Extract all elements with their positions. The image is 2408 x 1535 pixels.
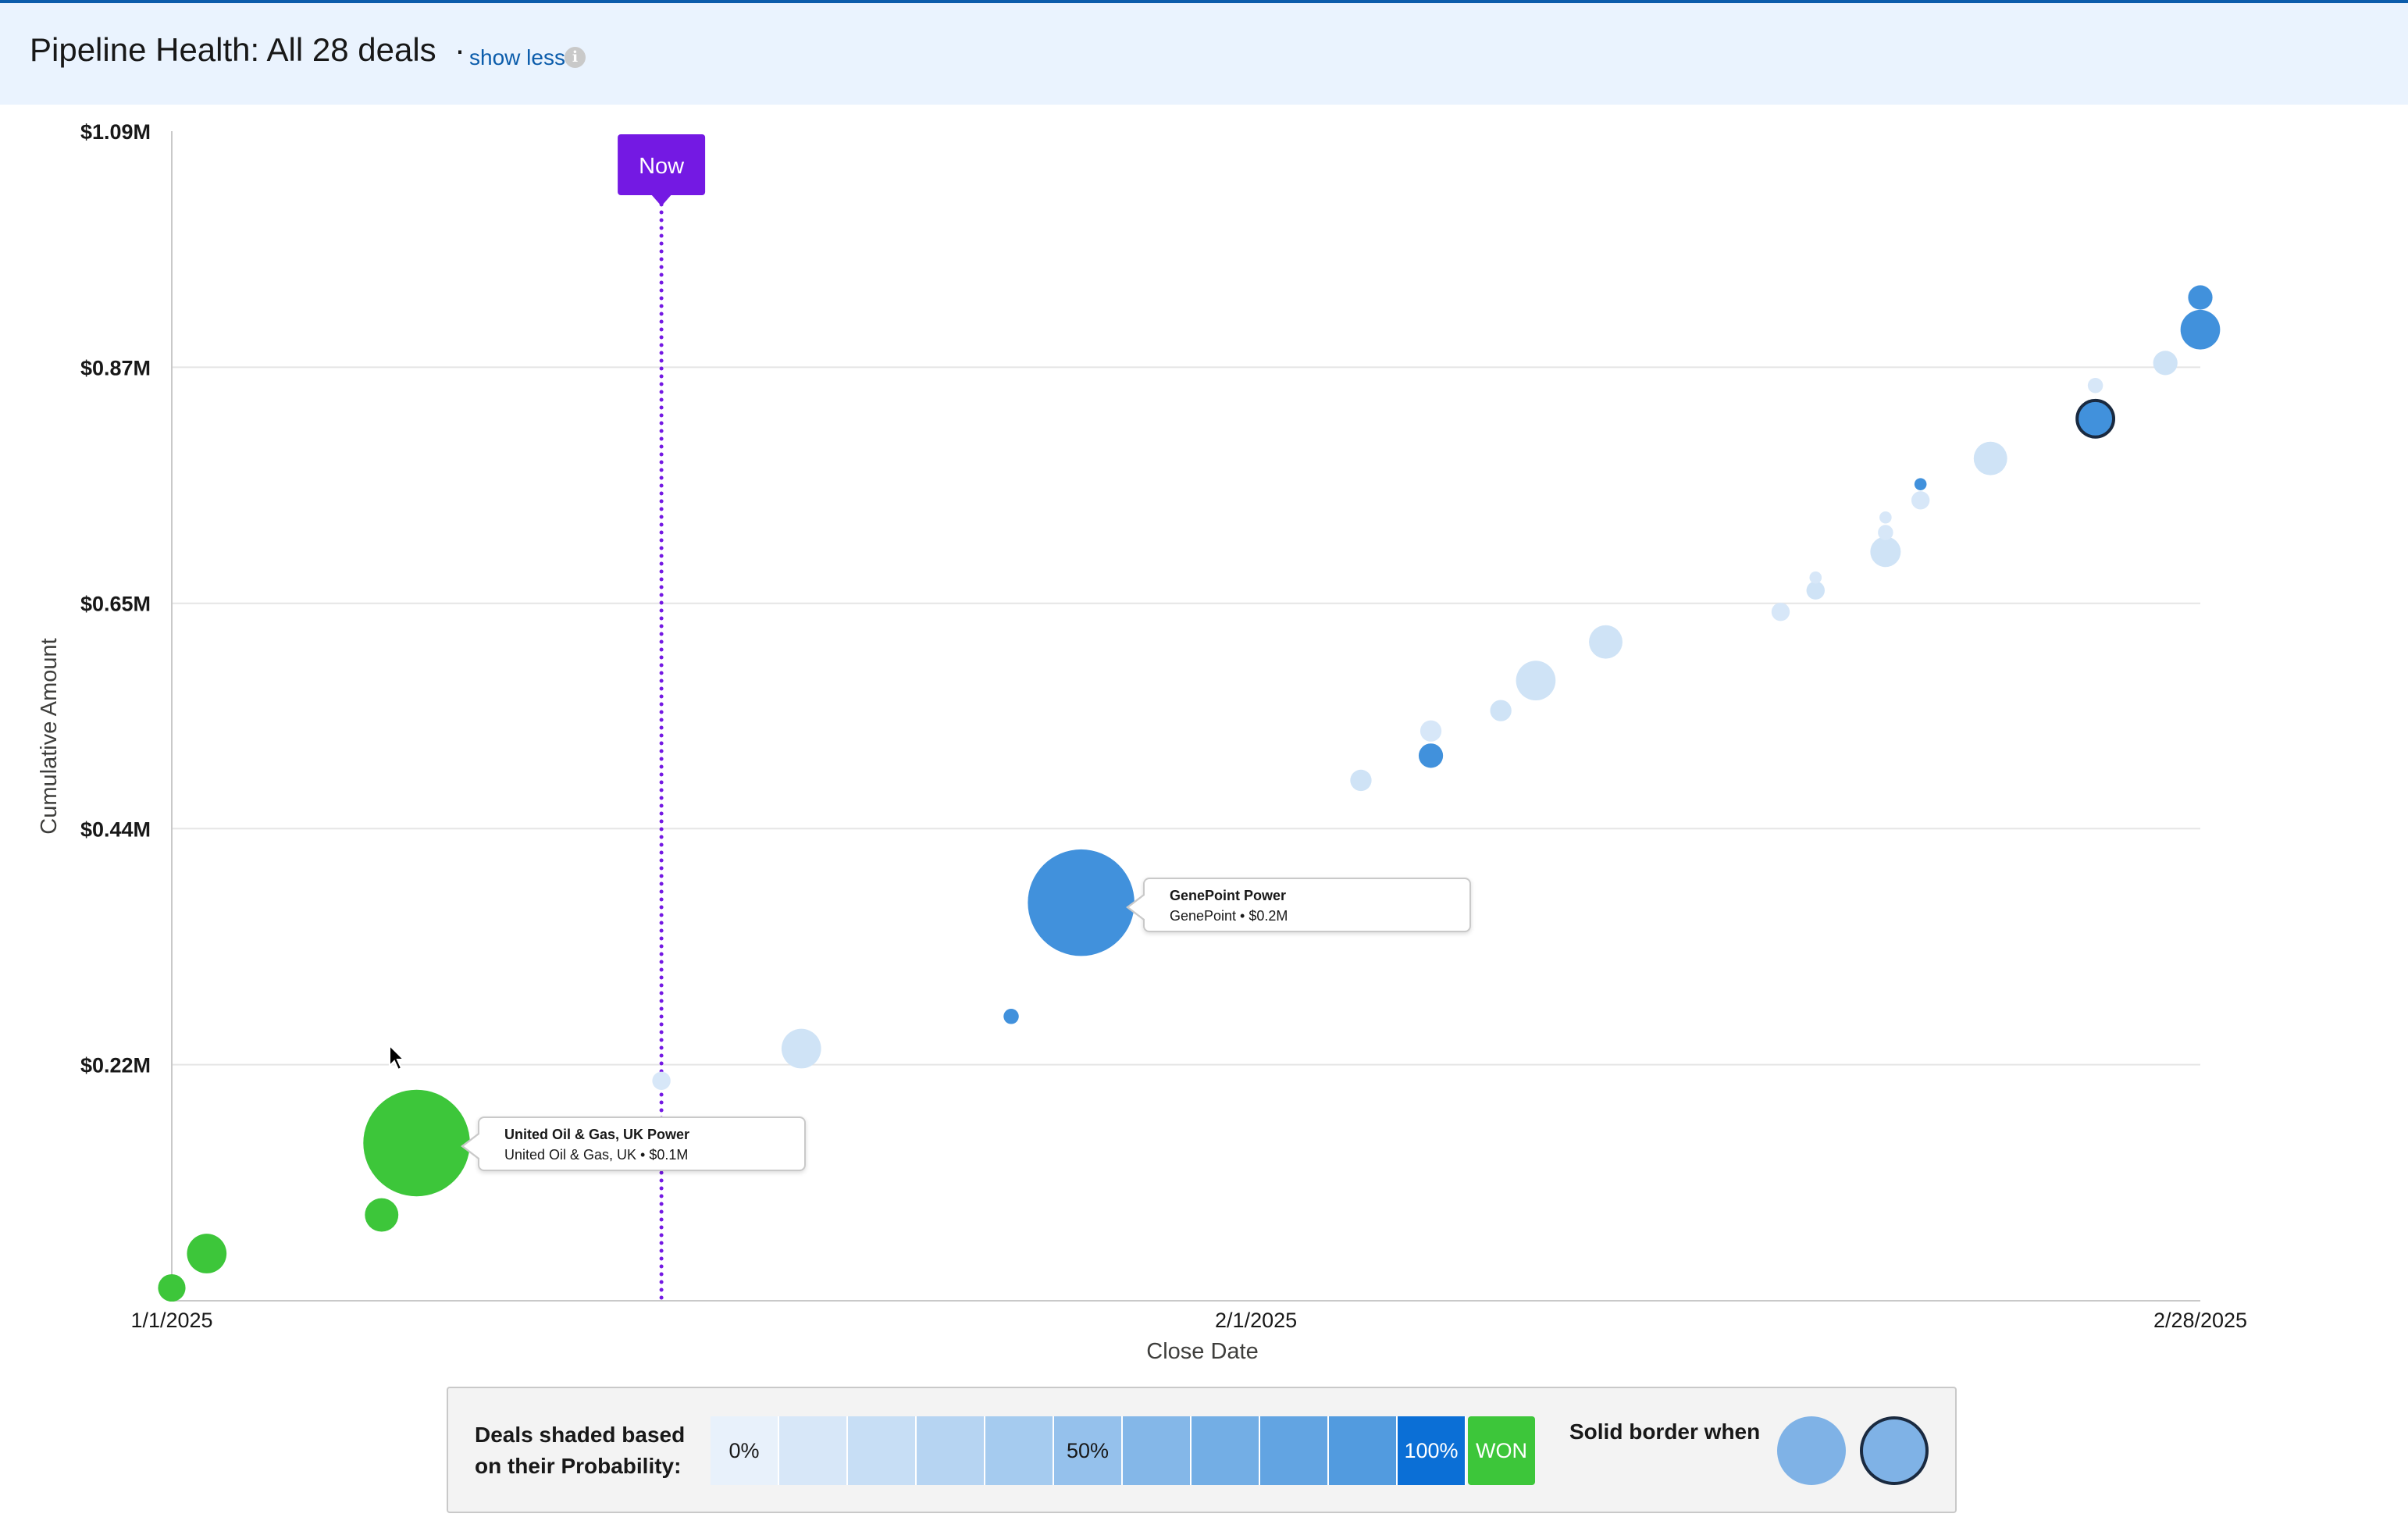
probability-scale-cell: 0%	[711, 1416, 779, 1485]
header-bar: Pipeline Health: All 28 deals · show les…	[0, 0, 2408, 105]
deal-point[interactable]	[1809, 571, 1822, 584]
won-deal-point[interactable]	[187, 1234, 227, 1273]
deal-point[interactable]	[1589, 625, 1623, 659]
deal-point[interactable]	[2188, 285, 2213, 310]
y-tick-label: $0.22M	[80, 1054, 151, 1077]
legend-sample-no-border	[1777, 1416, 1846, 1485]
deal-point[interactable]	[2153, 351, 2178, 376]
deal-point[interactable]	[1771, 602, 1790, 621]
legend-label: Deals shaded based on their Probability:	[475, 1423, 686, 1478]
probability-scale-cell: 100%	[1398, 1416, 1466, 1485]
tooltip-title: GenePoint Power	[1170, 888, 1287, 903]
deal-point[interactable]	[1879, 511, 1892, 524]
deal-point[interactable]	[1350, 769, 1372, 792]
deal-point[interactable]	[1911, 491, 1930, 510]
tooltip-title: United Oil & Gas, UK Power	[504, 1127, 690, 1142]
title-separator: ·	[454, 31, 465, 68]
deal-point[interactable]	[781, 1028, 821, 1069]
page-title: Pipeline Health: All 28 deals	[30, 31, 436, 68]
probability-scale-cell: 50%	[1054, 1416, 1123, 1485]
probability-scale-cell	[1260, 1416, 1329, 1485]
y-tick-label: $0.44M	[80, 817, 151, 841]
deal-point[interactable]	[1490, 700, 1512, 721]
y-tick-label: $1.09M	[80, 120, 151, 144]
x-axis-label: Close Date	[1146, 1339, 1258, 1364]
now-label: Now	[639, 154, 685, 179]
deal-point[interactable]	[1420, 720, 1442, 742]
y-tick-labels: $0.22M $0.44M $0.65M $0.87M $1.09M	[80, 120, 151, 1077]
x-tick-label: 1/1/2025	[130, 1309, 212, 1332]
border-legend-label: Solid border when	[1569, 1419, 1761, 1444]
gridlines	[172, 366, 2200, 1066]
deal-point[interactable]	[1878, 525, 1893, 540]
probability-scale-cell	[779, 1416, 848, 1485]
probability-scale-cell	[1192, 1416, 1260, 1485]
won-scale-cell: WON	[1468, 1416, 1535, 1485]
info-icon[interactable]: i	[565, 47, 586, 68]
x-tick-label: 2/1/2025	[1215, 1309, 1297, 1332]
deal-point[interactable]	[1418, 743, 1444, 768]
won-deal-point[interactable]	[363, 1089, 470, 1197]
deal-point[interactable]	[1028, 849, 1135, 956]
deal-point[interactable]	[652, 1071, 671, 1090]
tooltip-subtitle: United Oil & Gas, UK • $0.1M	[504, 1147, 689, 1163]
probability-scale-cell	[1329, 1416, 1398, 1485]
deal-tooltip-united-oil: United Oil & Gas, UK Power United Oil & …	[461, 1117, 806, 1171]
probability-scale-cell	[1123, 1416, 1192, 1485]
deal-point[interactable]	[2087, 377, 2103, 394]
y-tick-label: $0.87M	[80, 356, 151, 379]
won-deal-point[interactable]	[365, 1198, 399, 1232]
show-less-link[interactable]: show less	[469, 45, 565, 69]
y-axis-label: Cumulative Amount	[37, 638, 62, 834]
x-tick-labels: 1/1/2025 2/1/2025 2/28/2025	[130, 1309, 2247, 1332]
deal-point[interactable]	[1973, 441, 2007, 475]
mouse-cursor-icon	[389, 1044, 406, 1071]
deal-point[interactable]	[2075, 398, 2116, 439]
won-deal-point[interactable]	[158, 1273, 186, 1302]
now-label-box	[618, 134, 706, 195]
probability-scale-cell	[917, 1416, 985, 1485]
deal-tooltip-genepoint: GenePoint Power GenePoint • $0.2M	[1126, 878, 1471, 932]
probability-scale-cell	[985, 1416, 1054, 1485]
deal-points	[158, 285, 2221, 1302]
deal-point[interactable]	[1003, 1009, 1019, 1024]
deal-point[interactable]	[1806, 581, 1825, 600]
pipeline-chart: $0.22M $0.44M $0.65M $0.87M $1.09M 1/1/2025 2…	[37, 120, 2247, 1364]
probability-scale: 0% 50% 100% WON	[711, 1416, 1535, 1485]
deal-point[interactable]	[1870, 536, 1901, 568]
deal-point[interactable]	[1516, 661, 1556, 700]
deal-point[interactable]	[2180, 309, 2221, 350]
now-label-pointer	[650, 194, 673, 206]
tooltip-subtitle: GenePoint • $0.2M	[1170, 908, 1288, 924]
deal-point[interactable]	[1914, 478, 1927, 490]
y-tick-label: $0.65M	[80, 593, 151, 616]
legend-sample-solid-border	[1860, 1416, 1929, 1485]
x-tick-label: 2/28/2025	[2153, 1309, 2247, 1332]
probability-legend: Deals shaded based on their Probability:…	[447, 1387, 1957, 1513]
probability-scale-cell	[848, 1416, 917, 1485]
